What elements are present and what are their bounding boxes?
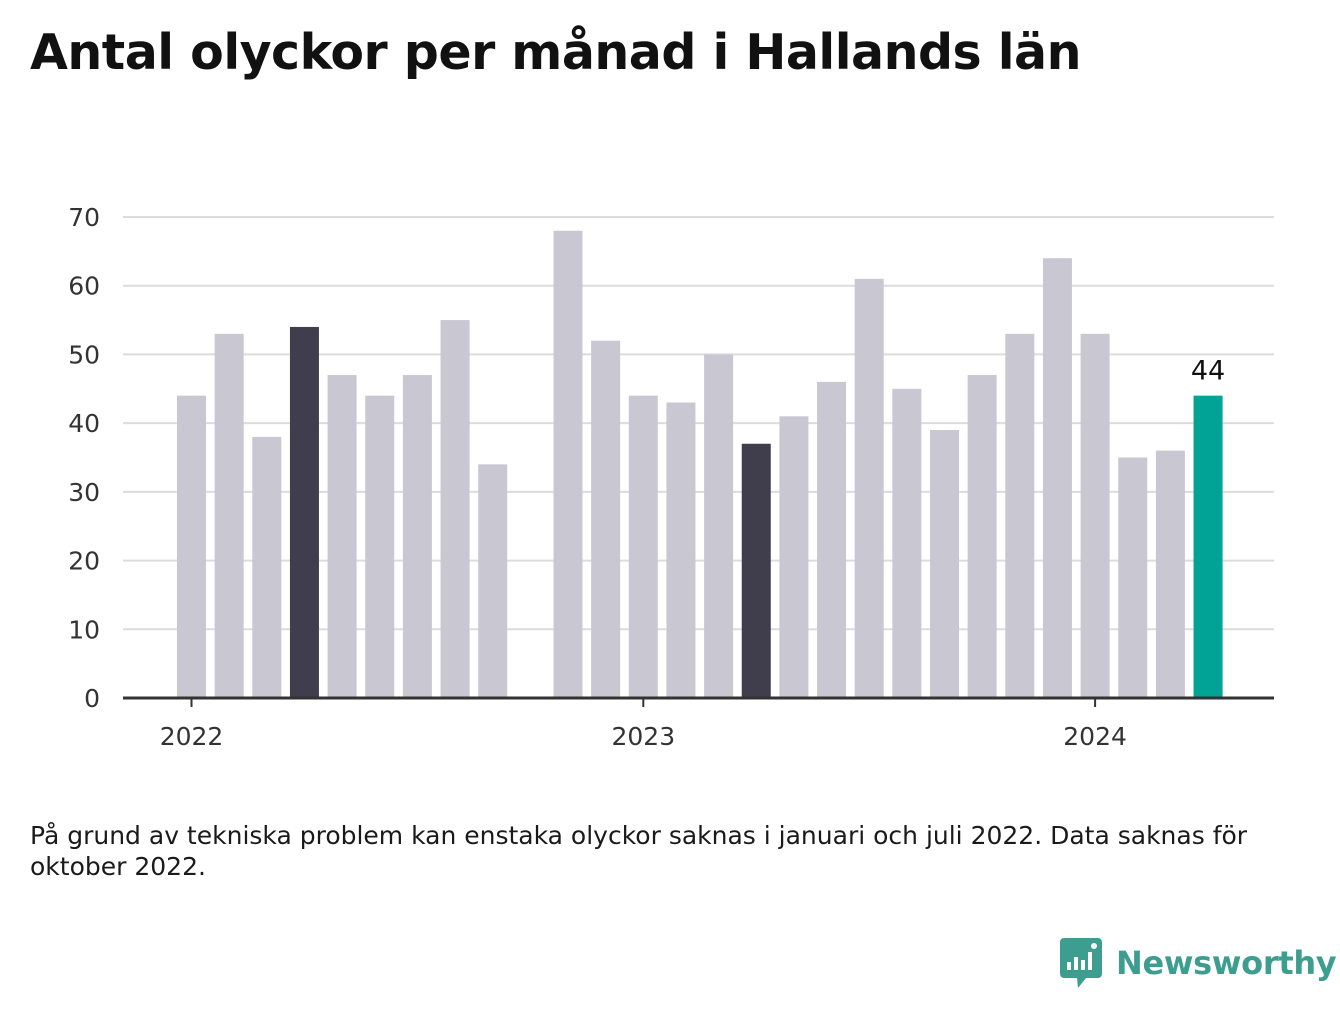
bar-2022-02 [214, 333, 244, 698]
bar-2022-11 [553, 230, 583, 698]
bar-2023-06 [817, 381, 847, 698]
bar-2022-07 [402, 375, 432, 698]
y-tick-label: 30 [68, 478, 100, 507]
bar-2023-12 [1042, 258, 1072, 698]
bar-2022-08 [440, 320, 470, 698]
chart-title: Antal olyckor per månad i Hallands län [30, 24, 1082, 81]
chart-footnote: På grund av tekniska problem kan enstaka… [30, 821, 1248, 881]
y-tick-label: 50 [68, 340, 100, 369]
bar-2023-05 [779, 416, 809, 698]
bar-2023-10 [967, 375, 997, 698]
y-tick-label: 0 [84, 684, 100, 713]
bar-2022-05 [327, 375, 357, 698]
bar-2023-01 [628, 395, 658, 698]
bar-2022-12 [591, 340, 621, 698]
bar-2024-02 [1118, 457, 1148, 698]
y-tick-label: 20 [68, 547, 100, 576]
bar-2024-04 [1193, 395, 1223, 698]
data-label: 44 [1191, 356, 1225, 387]
bar-2023-02 [666, 402, 696, 698]
brand-name: Newsworthy [1116, 944, 1337, 982]
x-tick-label: 2023 [611, 722, 675, 751]
bar-2023-04 [741, 443, 771, 698]
y-tick-label: 10 [68, 615, 100, 644]
bar-2024-03 [1155, 450, 1185, 698]
bar-chart: 0 10 20 30 40 50 60 70 44 2022 2023 2024 [68, 203, 1274, 751]
newsworthy-logo: Newsworthy [1060, 938, 1337, 988]
bar-2022-01 [177, 395, 206, 698]
y-tick-label: 70 [68, 203, 100, 232]
x-tick-label: 2022 [160, 722, 224, 751]
bar-chart-speech-bubble-icon [1060, 938, 1102, 988]
bar-2024-01 [1080, 333, 1110, 698]
x-tick-label: 2024 [1063, 722, 1127, 751]
bar-2022-03 [252, 436, 282, 698]
y-tick-label: 60 [68, 272, 100, 301]
bar-2023-09 [930, 430, 959, 698]
bar-2022-09 [478, 464, 508, 698]
bar-2022-06 [365, 395, 395, 698]
bar-2023-03 [704, 354, 734, 698]
bar-2022-04 [289, 326, 319, 698]
bar-2023-11 [1005, 333, 1035, 698]
y-tick-label: 40 [68, 409, 100, 438]
bar-2023-07 [854, 278, 884, 698]
bar-2023-08 [892, 388, 922, 698]
